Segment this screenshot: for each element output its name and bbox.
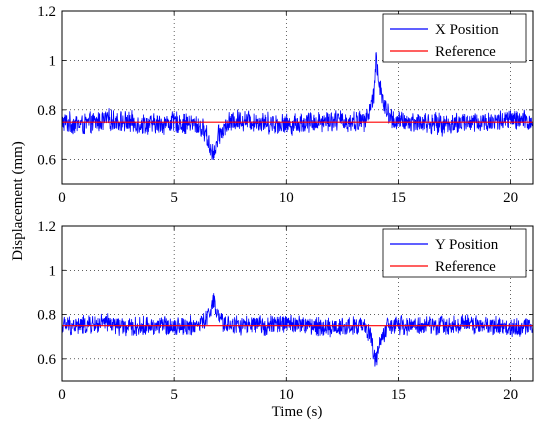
series-line-x-position [62,52,533,160]
x-tick-label: 20 [503,190,518,206]
top-plot-x-position: 0 5 10 15 20 0.6 0.8 1 1.2 X Position Reference [37,4,534,206]
legend: Y Position Reference [382,228,527,278]
legend: X Position Reference [382,13,527,63]
legend-label: X Position [435,22,499,38]
y-tick-label: 0.8 [37,308,56,324]
axes-frame [61,225,534,382]
y-tick-label: 1 [49,263,57,279]
legend-label: Reference [435,44,496,60]
legend-label: Y Position [435,237,499,253]
y-tick-label: 1 [49,53,57,69]
y-tick-label: 0.6 [37,152,56,168]
legend-box [382,228,527,278]
x-tick-label: 0 [58,190,66,206]
legend-box [382,13,527,63]
x-tick-label: 5 [170,190,178,206]
x-tick-label: 15 [391,387,406,403]
x-axis-label: Time (s) [272,404,323,420]
x-tick-label: 5 [170,387,178,403]
x-tick-label: 10 [279,190,294,206]
x-tick-label: 0 [58,387,66,403]
legend-label: Reference [435,259,496,275]
bottom-plot-y-position: 0 5 10 15 20 0.6 0.8 1 1.2 Y Position Reference [37,219,534,403]
x-tick-label: 10 [279,387,294,403]
axes-frame [61,10,534,185]
x-tick-label: 15 [391,190,406,206]
y-tick-label: 1.2 [37,4,56,20]
y-tick-label: 0.6 [37,352,56,368]
y-tick-label: 1.2 [37,219,56,235]
x-tick-label: 20 [503,387,518,403]
y-axis-label: Displacement (mm) [10,141,26,261]
series-line-y-position [62,293,533,367]
y-tick-label: 0.8 [37,103,56,119]
